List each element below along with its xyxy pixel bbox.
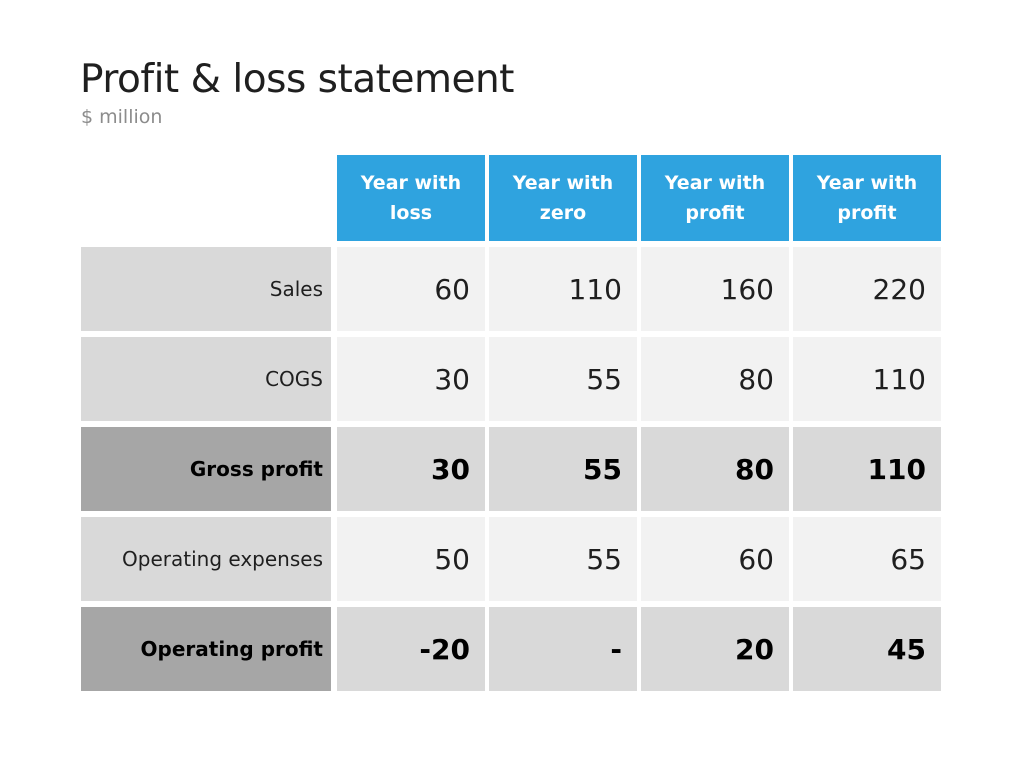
row-label: COGS bbox=[81, 337, 331, 421]
table-cell-value: 80 bbox=[641, 427, 789, 511]
row-label: Gross profit bbox=[81, 427, 331, 511]
table-cell-value: 55 bbox=[489, 337, 637, 421]
table-cell-value: 50 bbox=[337, 517, 485, 601]
column-header: Year with zero bbox=[489, 155, 637, 241]
table-cell-value: 220 bbox=[793, 247, 941, 331]
table-cell-value: 55 bbox=[489, 427, 637, 511]
column-header-line: loss bbox=[389, 202, 433, 224]
column-header-line: zero bbox=[539, 202, 587, 224]
column-header-line: Year with bbox=[512, 172, 614, 194]
column-header: Year with profit bbox=[793, 155, 941, 241]
page-title: Profit & loss statement bbox=[80, 57, 514, 102]
column-header: Year with loss bbox=[337, 155, 485, 241]
table-cell-value: 110 bbox=[793, 427, 941, 511]
table-cell-value: 110 bbox=[793, 337, 941, 421]
table-cell-value: 20 bbox=[641, 607, 789, 691]
column-header-line: Year with bbox=[816, 172, 918, 194]
row-label: Sales bbox=[81, 247, 331, 331]
column-header-label: Year with profit bbox=[817, 168, 917, 228]
table-cell-value: - bbox=[489, 607, 637, 691]
row-label: Operating profit bbox=[81, 607, 331, 691]
table-cell-value: 30 bbox=[337, 337, 485, 421]
table-cell-value: 65 bbox=[793, 517, 941, 601]
table-cell-value: -20 bbox=[337, 607, 485, 691]
column-header: Year with profit bbox=[641, 155, 789, 241]
column-header-line: Year with bbox=[664, 172, 766, 194]
table-cell-value: 80 bbox=[641, 337, 789, 421]
table-cell-value: 30 bbox=[337, 427, 485, 511]
column-header-line: Year with bbox=[360, 172, 462, 194]
column-header-label: Year with profit bbox=[665, 168, 765, 228]
table-cell-value: 160 bbox=[641, 247, 789, 331]
table-cell-value: 110 bbox=[489, 247, 637, 331]
row-label: Operating expenses bbox=[81, 517, 331, 601]
page-subtitle: $ million bbox=[81, 106, 163, 128]
table-cell-value: 60 bbox=[641, 517, 789, 601]
column-header-label: Year with zero bbox=[513, 168, 613, 228]
table-cell-value: 45 bbox=[793, 607, 941, 691]
column-header-label: Year with loss bbox=[361, 168, 461, 228]
table-cell-value: 55 bbox=[489, 517, 637, 601]
table-cell-value: 60 bbox=[337, 247, 485, 331]
column-header-line: profit bbox=[685, 202, 745, 224]
column-header-line: profit bbox=[837, 202, 897, 224]
